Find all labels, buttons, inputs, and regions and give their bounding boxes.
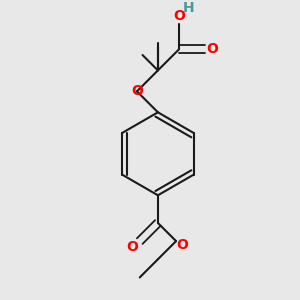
Text: H: H [183,1,194,15]
Text: O: O [131,84,143,98]
Text: O: O [206,42,218,56]
Text: O: O [176,238,188,252]
Text: O: O [173,9,185,23]
Text: O: O [126,240,138,254]
